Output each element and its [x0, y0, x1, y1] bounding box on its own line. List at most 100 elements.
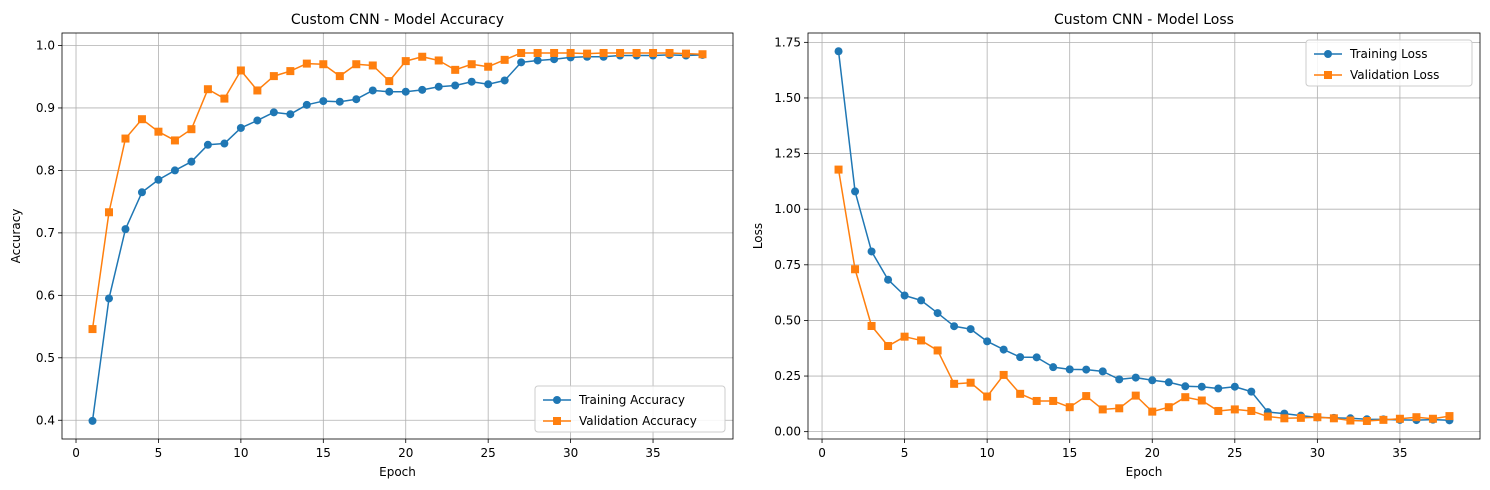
x-tick-label: 35 — [1392, 446, 1407, 460]
data-point — [500, 55, 509, 64]
y-tick-label: 0.25 — [774, 369, 801, 383]
y-tick-label: 1.25 — [774, 147, 801, 161]
data-point — [1412, 413, 1421, 422]
y-tick-label: 0.4 — [36, 413, 55, 427]
data-point — [1131, 391, 1140, 400]
data-point — [1296, 413, 1305, 422]
y-axis-label: Accuracy — [9, 209, 23, 264]
data-point — [104, 208, 113, 217]
y-tick-label: 0.5 — [36, 351, 55, 365]
x-tick-label: 10 — [233, 446, 248, 460]
axes-frame — [61, 32, 734, 440]
data-point — [834, 165, 843, 174]
y-tick-label: 0.9 — [36, 101, 55, 115]
data-point — [1016, 389, 1025, 398]
data-point — [1148, 407, 1157, 416]
series-validation-accuracy — [88, 48, 707, 334]
data-point — [335, 97, 344, 106]
data-point — [368, 86, 377, 95]
data-point — [900, 291, 909, 300]
data-point — [1049, 396, 1058, 405]
data-point — [121, 225, 130, 234]
series-validation-loss — [834, 165, 1454, 425]
data-point — [917, 336, 926, 345]
data-point — [335, 72, 344, 81]
legend-label: Training Accuracy — [578, 393, 685, 407]
series-training-accuracy — [88, 50, 707, 425]
legend-label: Training Loss — [1349, 47, 1427, 61]
data-point — [385, 77, 394, 86]
x-tick-label: 15 — [316, 446, 331, 460]
data-point — [1181, 393, 1190, 402]
data-point — [550, 55, 559, 64]
series-line — [91, 54, 703, 421]
data-point — [203, 140, 212, 149]
series-training-loss — [834, 47, 1454, 425]
x-tick-label: 30 — [1310, 446, 1325, 460]
y-axis-ticks: 0.4 0.5 0.6 0.7 0.8 0.9 1.0 — [36, 38, 62, 427]
data-point — [884, 275, 893, 284]
data-point — [418, 85, 427, 94]
data-point — [1230, 405, 1239, 414]
data-point — [137, 115, 146, 124]
y-tick-label: 1.00 — [774, 202, 801, 216]
data-point — [187, 157, 196, 166]
data-point — [698, 50, 707, 59]
x-tick-label: 30 — [563, 446, 578, 460]
y-tick-label: 1.0 — [36, 38, 55, 52]
data-point — [1131, 373, 1140, 382]
data-point — [1346, 416, 1355, 425]
data-point — [517, 58, 526, 67]
data-point — [1098, 367, 1107, 376]
data-point — [467, 77, 476, 86]
axes-frame — [807, 32, 1481, 440]
data-point — [566, 48, 575, 57]
x-axis-ticks: 0 5 10 15 20 25 30 35 — [72, 439, 661, 460]
data-point — [1329, 414, 1338, 423]
data-point — [517, 48, 526, 57]
data-point — [851, 265, 860, 274]
data-point — [319, 60, 328, 69]
y-tick-label: 0.00 — [774, 425, 801, 439]
data-point — [966, 378, 975, 387]
y-axis-label: Loss — [751, 223, 765, 249]
data-point — [286, 110, 295, 119]
data-point — [1115, 404, 1124, 413]
y-axis-ticks: 0.00 0.25 0.50 0.75 1.00 1.25 1.50 1.75 — [774, 35, 808, 439]
data-point — [451, 65, 460, 74]
data-point — [1098, 405, 1107, 414]
data-point — [319, 97, 328, 106]
data-point — [286, 67, 295, 76]
series-line — [837, 51, 1450, 422]
y-tick-label: 0.7 — [36, 226, 55, 240]
data-point — [1362, 416, 1371, 425]
x-axis-label: Epoch — [1126, 465, 1163, 479]
data-point — [220, 139, 229, 148]
data-point — [1065, 365, 1074, 374]
legend-swatch-marker — [1324, 71, 1332, 79]
data-point — [1032, 396, 1041, 405]
x-axis-label: Epoch — [379, 465, 416, 479]
x-tick-label: 0 — [818, 446, 826, 460]
grid — [808, 33, 1480, 439]
data-point — [950, 379, 959, 388]
data-point — [1214, 384, 1223, 393]
x-tick-label: 5 — [155, 446, 163, 460]
data-point — [649, 48, 658, 57]
data-point — [1395, 414, 1404, 423]
data-point — [834, 47, 843, 56]
data-point — [302, 100, 311, 109]
x-tick-label: 5 — [901, 446, 909, 460]
data-point — [867, 321, 876, 330]
data-point — [616, 48, 625, 57]
x-tick-label: 25 — [481, 446, 496, 460]
data-point — [632, 48, 641, 57]
chart-loss: 0 5 10 15 20 25 30 35 0.00 0.25 0.50 0.75 1.00 1.25 1.… — [751, 12, 1481, 479]
chart-title: Custom CNN - Model Accuracy — [291, 12, 504, 28]
data-point — [154, 175, 163, 184]
data-point — [900, 332, 909, 341]
y-tick-label: 0.75 — [774, 258, 801, 272]
data-point — [1148, 376, 1157, 385]
data-point — [884, 342, 893, 351]
data-point — [236, 66, 245, 75]
